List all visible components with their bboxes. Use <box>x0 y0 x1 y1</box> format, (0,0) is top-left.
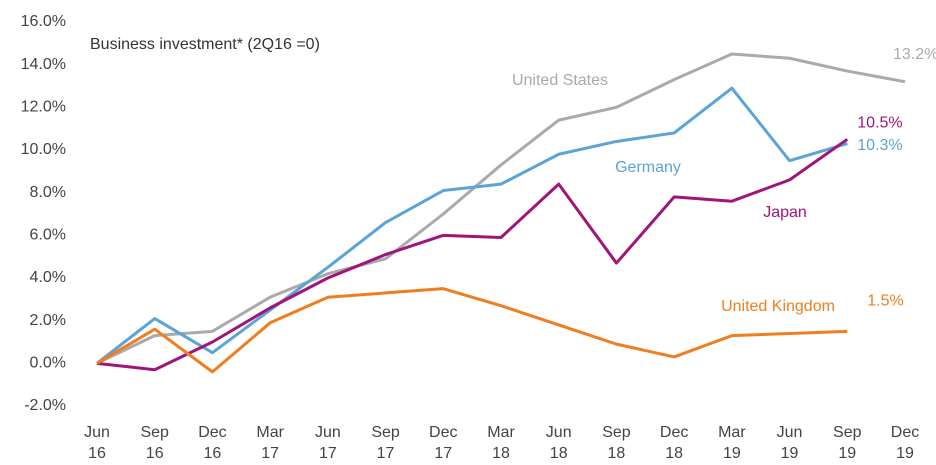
series-line <box>96 86 848 365</box>
value-label: 10.3% <box>857 137 902 154</box>
x-tick-label: Mar 17 <box>256 424 284 462</box>
series-line <box>96 52 906 365</box>
series-label: United States <box>512 72 608 89</box>
y-tick-label: 10.0% <box>21 141 66 158</box>
chart-title: Business investment* (2Q16 =0) <box>90 36 320 53</box>
x-tick-label: Jun 17 <box>314 424 341 462</box>
value-label: 1.5% <box>867 293 903 310</box>
x-tick-label: Dec 19 <box>890 424 920 462</box>
x-tick-label: Dec 17 <box>429 424 458 462</box>
series-label: United Kingdom <box>721 298 835 315</box>
y-tick-label: -2.0% <box>24 397 66 414</box>
x-tick-label: Jun 18 <box>545 424 572 462</box>
series-line <box>96 287 848 374</box>
y-tick-label: 4.0% <box>30 269 66 286</box>
y-tick-label: 0.0% <box>30 355 66 372</box>
series-label: Germany <box>615 159 681 176</box>
x-tick-label: Sep 17 <box>371 424 400 462</box>
x-tick-label: Mar 18 <box>487 424 515 462</box>
x-tick-label: Mar 19 <box>718 424 746 462</box>
value-label: 10.5% <box>857 115 902 132</box>
x-tick-label: Sep 16 <box>140 424 169 462</box>
y-tick-label: 8.0% <box>30 184 66 201</box>
x-tick-label: Dec 18 <box>659 424 689 462</box>
x-tick-label: Sep 18 <box>602 424 631 462</box>
series-line <box>96 138 849 372</box>
x-tick-label: Dec 16 <box>198 424 227 462</box>
y-tick-label: 6.0% <box>30 227 66 244</box>
y-tick-label: 2.0% <box>30 312 66 329</box>
y-tick-label: 14.0% <box>21 56 66 73</box>
series-label: Japan <box>763 204 807 221</box>
x-tick-label: Sep 19 <box>833 424 862 462</box>
y-tick-label: 16.0% <box>21 13 66 30</box>
x-tick-label: Jun 16 <box>84 424 110 462</box>
y-tick-label: 12.0% <box>21 99 66 116</box>
value-label: 13.2% <box>893 46 936 63</box>
x-tick-label: Jun 19 <box>776 424 803 462</box>
